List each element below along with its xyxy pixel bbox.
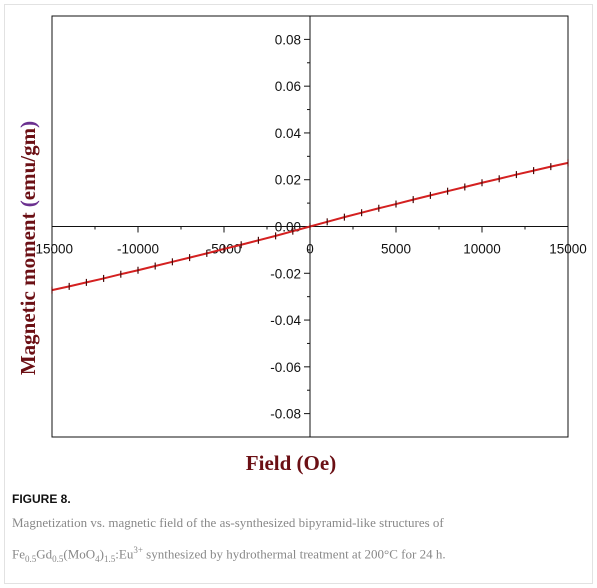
formula-sub-3: 4 bbox=[95, 553, 100, 564]
x-tick-label: 10000 bbox=[463, 242, 501, 257]
formula-gd: Gd bbox=[36, 546, 53, 562]
formula-moo: (MoO bbox=[63, 546, 96, 562]
caption-line2-rest: synthesized by hydrothermal treatment at… bbox=[142, 546, 446, 562]
formula-eu: :Eu bbox=[115, 546, 134, 562]
y-tick-label: -0.06 bbox=[270, 360, 301, 375]
magnetization-chart: -15000 -10000 -5000 0 5000 10000 15000-0.08-0.… bbox=[16, 15, 587, 475]
y-tick-label: 0.02 bbox=[275, 173, 301, 188]
caption-title: FIGURE 8. bbox=[12, 492, 71, 506]
plot-area: -15000 -10000 -5000 0 5000 10000 15000-0.08-0.… bbox=[31, 15, 587, 438]
formula-fe: Fe bbox=[12, 546, 25, 562]
y-tick-label: 0.04 bbox=[275, 126, 302, 141]
y-tick-label: -0.04 bbox=[270, 313, 301, 328]
x-tick-label: 0 bbox=[306, 242, 314, 257]
y-tick-label: -0.02 bbox=[270, 266, 301, 281]
y-axis-label: Magnetic moment (emu/gm) bbox=[16, 121, 40, 375]
formula-sub-4: 1.5 bbox=[104, 553, 116, 564]
caption-line1: Magnetization vs. magnetic field of the … bbox=[12, 515, 444, 530]
y-tick-label: 0.08 bbox=[275, 32, 301, 47]
formula-sup: 3+ bbox=[133, 545, 143, 555]
x-tick-label: -15000 bbox=[31, 242, 73, 257]
formula-sub-1: 0.5 bbox=[25, 553, 37, 564]
y-tick-label: 0.06 bbox=[275, 79, 301, 94]
x-axis-label: Field (Oe) bbox=[246, 451, 336, 475]
x-tick-label: 5000 bbox=[381, 242, 411, 257]
x-tick-label: -10000 bbox=[117, 242, 159, 257]
formula-sub-2: 0.5 bbox=[52, 553, 64, 564]
y-tick-label: -0.08 bbox=[270, 407, 301, 422]
caption-line2: Fe0.5Gd0.5(MoO4)1.5:Eu3+ synthesized by … bbox=[12, 545, 446, 564]
x-tick-label: 15000 bbox=[549, 242, 587, 257]
formula-paren: ) bbox=[99, 546, 105, 562]
figure-frame bbox=[4, 4, 593, 584]
